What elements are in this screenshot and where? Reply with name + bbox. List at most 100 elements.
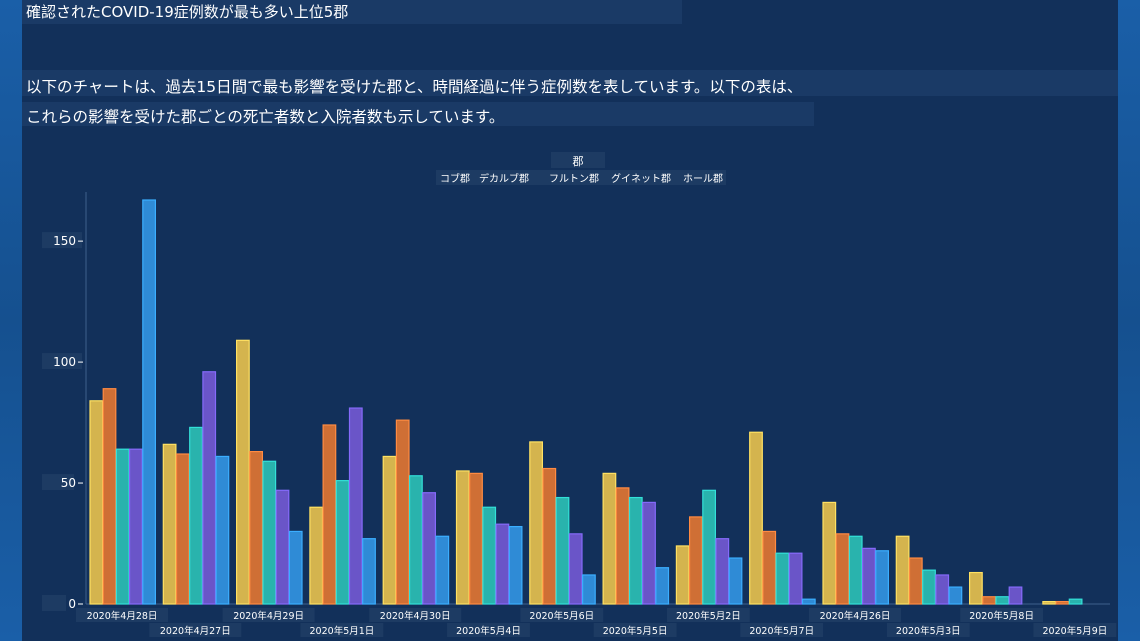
x-tick-label: 2020年5月5日 <box>603 625 668 637</box>
y-tick-background <box>42 232 82 249</box>
bar <box>142 199 157 605</box>
bar <box>202 371 217 605</box>
left-edge-decoration <box>0 0 22 641</box>
bar <box>655 567 670 605</box>
x-tick-background <box>886 623 970 637</box>
x-tick-background <box>740 623 824 637</box>
bar <box>129 448 143 605</box>
x-tick-label: 2020年4月28日 <box>87 610 158 622</box>
bar <box>322 424 337 605</box>
x-tick-label: 2020年5月2日 <box>676 610 741 622</box>
bar <box>702 489 716 605</box>
bar <box>1008 586 1023 605</box>
x-tick-background <box>447 623 530 637</box>
x-tick-background <box>369 608 462 622</box>
bar <box>236 339 250 605</box>
bar <box>715 538 730 605</box>
bar <box>555 496 570 605</box>
bar <box>581 574 596 605</box>
bar <box>1068 598 1083 605</box>
y-tick-background <box>42 353 82 370</box>
bar <box>1055 600 1070 605</box>
description-highlight-1 <box>22 70 1118 96</box>
bar <box>189 426 203 605</box>
bar <box>469 472 483 605</box>
bar <box>482 506 497 605</box>
x-tick-background <box>76 608 168 622</box>
x-tick-label: 2020年4月29日 <box>233 610 304 622</box>
bar <box>788 552 803 605</box>
bar <box>262 460 277 605</box>
y-tick-label: 50 <box>61 476 76 490</box>
legend-title-background <box>551 152 605 168</box>
bar <box>602 472 617 605</box>
x-tick-label: 2020年5月3日 <box>896 625 961 637</box>
bar <box>628 496 643 605</box>
x-tick-label: 2020年5月8日 <box>969 610 1034 622</box>
bar <box>1042 600 1057 605</box>
bar <box>249 450 264 605</box>
bar <box>335 480 350 605</box>
legend-item: ホール郡 <box>683 173 723 185</box>
bar <box>895 535 910 605</box>
x-tick-background <box>1033 623 1117 637</box>
bar <box>615 487 630 605</box>
bar <box>922 569 936 605</box>
bar <box>968 571 983 605</box>
legend-item: デカルブ郡 <box>479 172 529 185</box>
y-tick-label: 150 <box>53 234 76 248</box>
bar <box>435 535 450 605</box>
bar <box>675 545 690 605</box>
bar <box>728 557 743 605</box>
x-tick-background <box>667 608 750 622</box>
bar <box>995 596 1010 605</box>
x-tick-background <box>222 608 315 622</box>
x-tick-label: 2020年4月30日 <box>380 610 451 622</box>
y-tick-background <box>42 595 66 611</box>
x-tick-background <box>960 608 1043 622</box>
bar <box>982 596 996 605</box>
x-tick-background <box>593 623 677 637</box>
bar <box>495 523 510 605</box>
bar <box>642 501 656 605</box>
x-tick-background <box>809 608 901 622</box>
bar <box>749 431 763 605</box>
bar <box>102 388 117 605</box>
bar <box>309 506 324 605</box>
x-tick-label: 2020年5月7日 <box>749 625 814 637</box>
legend-title: 郡 <box>573 155 584 168</box>
bar <box>775 552 790 605</box>
x-tick-label: 2020年4月26日 <box>820 610 891 622</box>
x-tick-label: 2020年5月9日 <box>1043 625 1108 637</box>
bar <box>835 533 850 605</box>
bar <box>162 443 177 605</box>
bar <box>115 448 130 605</box>
right-edge-decoration <box>1118 0 1140 641</box>
bar <box>822 501 837 605</box>
x-tick-label: 2020年5月6日 <box>529 610 594 622</box>
legend-item: フルトン郡 <box>549 173 599 185</box>
legend-background <box>436 170 726 185</box>
description-line-2: これらの影響を受けた郡ごとの死亡者数と入院者数も示しています。 <box>26 108 505 126</box>
x-tick-background <box>300 623 384 637</box>
bar <box>948 586 963 605</box>
y-tick-background <box>42 474 74 491</box>
bar <box>848 535 863 605</box>
bar <box>422 492 436 605</box>
x-tick-background <box>149 623 242 637</box>
bar <box>542 467 557 605</box>
bar <box>409 475 423 605</box>
title-bar <box>22 0 682 24</box>
x-tick-label: 2020年5月4日 <box>456 625 521 637</box>
bar <box>288 530 303 605</box>
x-tick-background <box>520 608 604 622</box>
bar <box>215 455 230 605</box>
bar <box>908 557 923 605</box>
bar <box>275 489 290 605</box>
y-tick-label: 0 <box>68 597 76 611</box>
bar <box>395 419 410 605</box>
page-title: 確認されたCOVID-19症例数が最も多い上位5郡 <box>26 3 349 21</box>
bar <box>875 550 889 605</box>
bar <box>935 574 950 605</box>
